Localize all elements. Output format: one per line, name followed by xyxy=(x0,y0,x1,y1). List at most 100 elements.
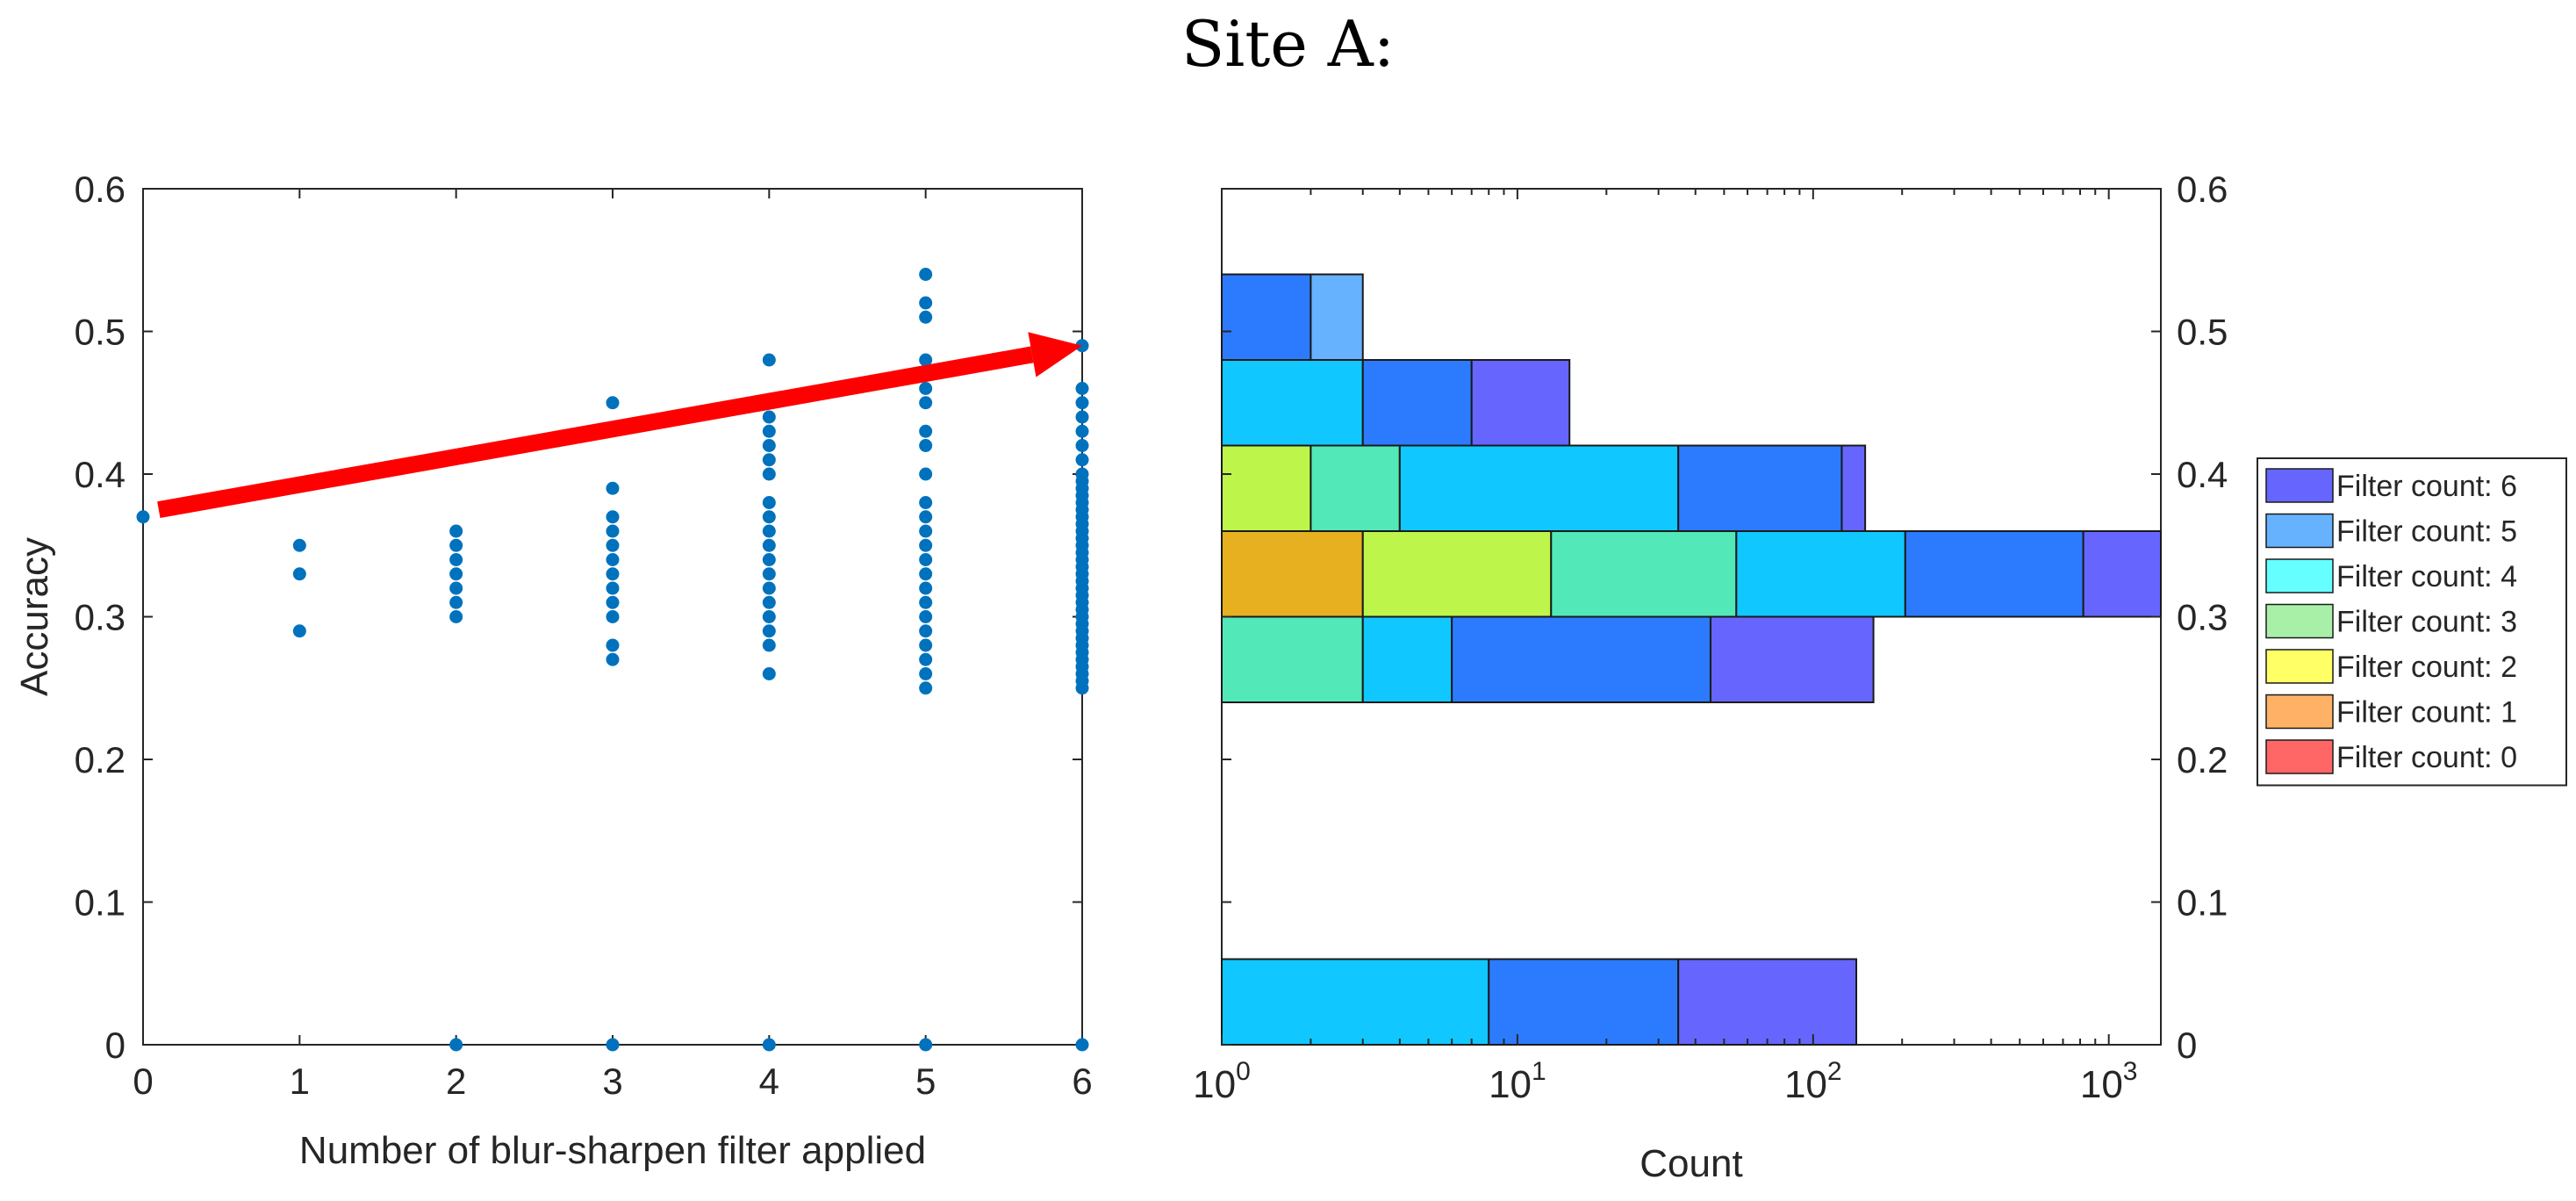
trend-arrow-shaft xyxy=(157,346,1034,518)
legend-swatch xyxy=(2265,739,2334,774)
legend-swatch xyxy=(2265,603,2334,639)
x-tick-label: 6 xyxy=(1072,1061,1092,1102)
data-point xyxy=(762,538,776,552)
x-tick-label: 103 xyxy=(2080,1057,2138,1106)
data-point xyxy=(606,638,620,652)
histogram-bar xyxy=(1488,958,1680,1046)
data-point xyxy=(449,595,463,609)
data-point xyxy=(919,396,933,410)
data-point xyxy=(136,510,150,524)
data-point xyxy=(606,396,620,410)
histogram-bar xyxy=(1709,615,1875,703)
data-point xyxy=(449,581,463,595)
legend-entry-label: Filter count: 2 xyxy=(2336,651,2517,684)
data-point xyxy=(606,510,620,524)
data-point xyxy=(919,681,933,695)
legend-swatch xyxy=(2265,558,2334,593)
legend-entry-label: Filter count: 0 xyxy=(2336,741,2517,774)
legend-swatch xyxy=(2265,513,2334,549)
x-tick-label: 4 xyxy=(759,1061,779,1102)
data-point xyxy=(919,652,933,666)
data-point xyxy=(606,481,620,495)
histogram-bar xyxy=(1361,530,1553,618)
data-point xyxy=(919,581,933,595)
data-point xyxy=(919,268,933,281)
data-point xyxy=(919,624,933,638)
data-point xyxy=(762,595,776,609)
histogram-bar xyxy=(1221,359,1364,447)
data-point xyxy=(606,652,620,666)
data-point xyxy=(449,538,463,552)
data-point xyxy=(449,553,463,566)
data-point xyxy=(606,524,620,538)
y-tick-label: 0.6 xyxy=(75,169,126,210)
histogram-bar xyxy=(1221,958,1490,1046)
histogram-bar xyxy=(1841,444,1867,532)
x-tick-label: 1 xyxy=(290,1061,310,1102)
x-axis-label: Count xyxy=(1640,1142,1742,1185)
data-point xyxy=(919,638,933,652)
x-tick-label: 102 xyxy=(1784,1057,1842,1106)
data-point xyxy=(606,595,620,609)
x-tick-label: 100 xyxy=(1193,1057,1251,1106)
data-point xyxy=(762,424,776,438)
data-point xyxy=(762,567,776,581)
histogram-bar xyxy=(1735,530,1906,618)
data-point xyxy=(762,667,776,680)
legend-entry-label: Filter count: 4 xyxy=(2336,560,2517,593)
histogram-bar xyxy=(1451,615,1711,703)
legend-entry-label: Filter count: 5 xyxy=(2336,515,2517,549)
y-tick-label: 0.6 xyxy=(2177,169,2228,210)
trend-arrow-head xyxy=(1028,332,1082,378)
y-tick-label: 0.4 xyxy=(75,454,126,495)
data-point xyxy=(762,581,776,595)
data-point xyxy=(919,467,933,481)
histogram-bar xyxy=(1310,273,1364,361)
data-point xyxy=(606,1038,620,1052)
data-point xyxy=(1075,1038,1089,1052)
histogram-bar xyxy=(1677,444,1843,532)
data-point xyxy=(919,353,933,367)
histogram-bar xyxy=(1677,958,1858,1046)
data-point xyxy=(606,567,620,581)
data-point xyxy=(762,510,776,524)
data-point xyxy=(762,453,776,467)
x-tick-label: 3 xyxy=(602,1061,622,1102)
data-point xyxy=(762,1038,776,1052)
legend: Filter count: 6 Filter count: 5 Filter cou… xyxy=(2257,457,2567,787)
y-axis-label: Accuracy xyxy=(13,537,56,696)
y-tick-label: 0 xyxy=(105,1025,126,1066)
data-point xyxy=(762,439,776,452)
data-point xyxy=(1075,439,1089,452)
data-point xyxy=(1075,681,1089,695)
histogram-bar xyxy=(1361,359,1473,447)
data-point xyxy=(1075,424,1089,438)
x-tick-label: 0 xyxy=(133,1061,153,1102)
data-point xyxy=(292,567,306,581)
data-point xyxy=(292,538,306,552)
data-point xyxy=(919,439,933,452)
data-point xyxy=(606,610,620,623)
data-point xyxy=(919,538,933,552)
histogram-bar xyxy=(1550,530,1738,618)
histogram-bar xyxy=(2082,530,2163,618)
data-point xyxy=(1075,410,1089,424)
data-point xyxy=(1075,396,1089,410)
data-point xyxy=(919,424,933,438)
data-point xyxy=(762,353,776,367)
y-tick-label: 0.4 xyxy=(2177,454,2228,495)
histogram-bar xyxy=(1904,530,2084,618)
data-point xyxy=(919,310,933,324)
data-point xyxy=(919,382,933,395)
data-point xyxy=(919,553,933,566)
data-point xyxy=(919,667,933,680)
data-point xyxy=(762,467,776,481)
data-point xyxy=(762,524,776,538)
y-tick-label: 0 xyxy=(2177,1025,2197,1066)
data-point xyxy=(762,496,776,509)
y-tick-label: 0.1 xyxy=(75,882,126,924)
y-tick-label: 0.1 xyxy=(2177,882,2228,924)
y-tick-label: 0.5 xyxy=(75,312,126,353)
data-point xyxy=(919,296,933,310)
data-point xyxy=(762,610,776,623)
